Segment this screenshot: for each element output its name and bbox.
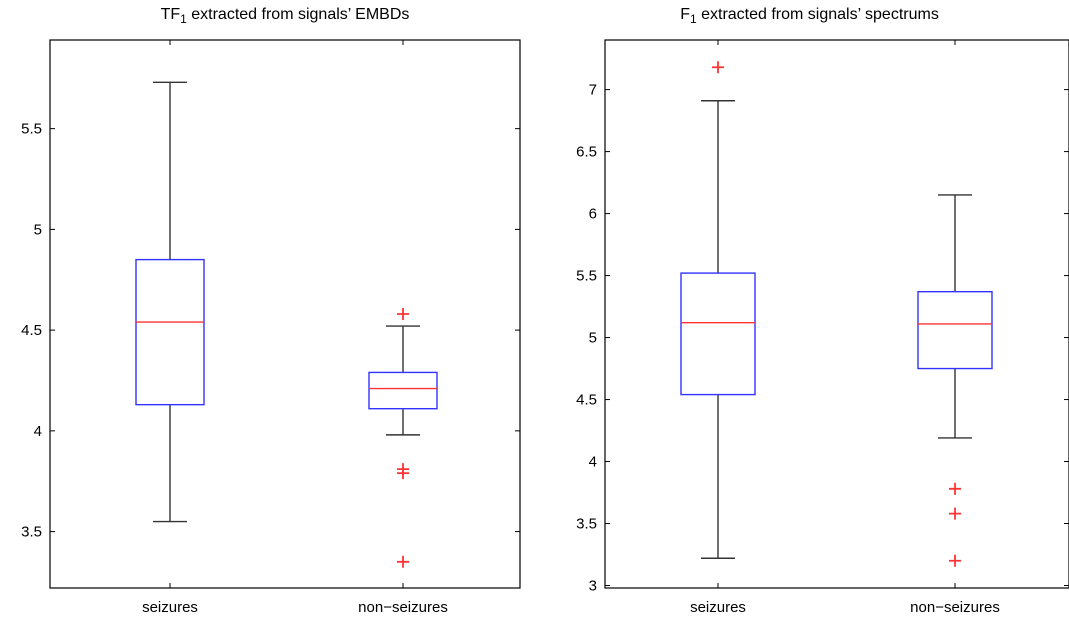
chart-title-right: F1 extracted from signals’ spectrums [680,6,939,26]
outlier-marker [712,61,724,74]
y-tick-label-right: 6.5 [576,144,597,161]
y-tick-label-left: 5 [34,221,42,238]
iqr-box [368,371,438,410]
iqr-box [680,272,756,396]
plot-frame-right [604,39,1069,589]
outlier-marker [949,554,961,567]
y-tick-label-right: 4 [589,454,597,471]
iqr-box [135,258,205,406]
outlier-marker [397,555,409,568]
y-tick-label-left: 3.5 [21,524,42,541]
y-tick-label-right: 7 [589,82,597,99]
outlier-marker [949,507,961,520]
y-tick-label-right: 4.5 [576,392,597,409]
y-tick-label-left: 5.5 [21,121,42,138]
y-tick-label-right: 5 [589,330,597,347]
y-tick-label-left: 4 [34,423,42,440]
y-tick-label-right: 6 [589,206,597,223]
chart-title-left: TF1 extracted from signals’ EMBDs [160,6,410,26]
outlier-marker [949,482,961,495]
x-tick-label-right: non−seizures [910,599,1000,616]
outlier-marker [397,308,409,320]
plot-frame-left [49,39,521,589]
outlier-marker [397,467,409,480]
x-tick-label-left: seizures [142,599,198,616]
iqr-box [917,290,993,370]
x-tick-label-left: non−seizures [358,599,448,616]
x-tick-label-right: seizures [690,599,746,616]
y-tick-label-right: 3 [589,578,597,595]
y-tick-label-right: 3.5 [576,516,597,533]
y-tick-label-left: 4.5 [21,322,42,339]
y-tick-label-right: 5.5 [576,268,597,285]
